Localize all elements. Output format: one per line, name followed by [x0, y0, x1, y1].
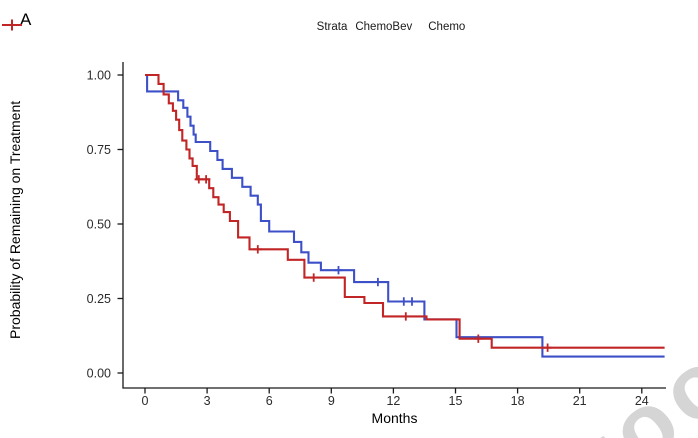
y-tick-label: 1.00: [87, 68, 111, 82]
y-tick-label: 0.75: [87, 143, 111, 157]
censor-mark-chemobev: [399, 297, 408, 306]
censor-mark-chemo: [194, 175, 203, 184]
censor-mark-chemobev: [373, 277, 383, 287]
y-tick-label: 0.25: [87, 292, 111, 306]
x-tick-label: 0: [142, 394, 149, 408]
censor-mark-chemo: [543, 343, 552, 352]
y-tick-label: 0.00: [87, 366, 111, 380]
x-axis-title: Months: [371, 410, 418, 426]
km-curve-chemobev: [145, 73, 665, 358]
x-tick-label: 15: [449, 394, 463, 408]
axis-lines: [122, 62, 666, 389]
censor-mark-chemo: [401, 312, 410, 321]
censor-mark-chemo: [474, 334, 483, 343]
legend-item-chemo: Chemo: [2, 19, 466, 33]
censor-plus-icon: [2, 19, 22, 31]
censor-mark-chemo: [253, 245, 262, 254]
panel-label: A: [20, 10, 32, 29]
x-tick-label: 24: [635, 394, 649, 408]
legend-item-label: ChemoBev: [355, 21, 413, 33]
x-tick-label: 18: [511, 394, 525, 408]
censor-mark-chemo: [309, 273, 318, 282]
legend-item-label: Chemo: [428, 21, 466, 33]
x-tick-label: 3: [204, 394, 211, 408]
censor-mark-chemobev: [407, 297, 417, 306]
x-tick-label: 12: [386, 394, 400, 408]
x-tick-label: 6: [266, 394, 273, 408]
km-curve-chemo: [145, 73, 665, 349]
x-tick-label: 9: [328, 394, 335, 408]
censor-mark-chemobev: [334, 266, 343, 275]
legend: Strata ChemoBev Chemo: [0, 18, 698, 36]
censor-mark-chemo: [201, 175, 211, 184]
y-tick-label: 0.50: [87, 217, 111, 231]
x-tick-label: 21: [573, 394, 587, 408]
legend-title: Strata: [316, 21, 348, 33]
